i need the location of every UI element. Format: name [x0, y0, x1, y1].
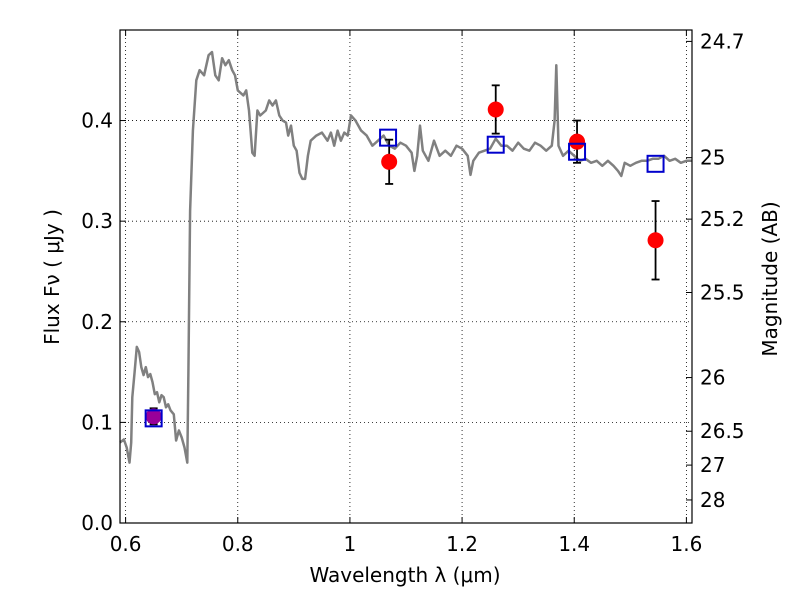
y-tick-label: 0.4 — [81, 109, 113, 133]
y-axis-label: Flux Fν ( μJy ) — [40, 209, 64, 345]
y-tick-label: 0.1 — [81, 410, 113, 434]
model-square — [144, 409, 163, 428]
right-tick-label: 26 — [700, 366, 725, 390]
x-tick-label: 1.2 — [446, 532, 478, 556]
model-square — [646, 154, 665, 173]
right-tick-label: 25.5 — [700, 280, 745, 304]
model-spectrum-line — [119, 50, 692, 464]
x-axis-label: Wavelength λ (μm) — [309, 563, 500, 587]
right-tick-label: 26.5 — [700, 419, 745, 443]
y-tick-label: 0.0 — [81, 511, 113, 535]
right-axis-label: Magnitude (AB) — [758, 201, 782, 356]
right-tick-label: 24.7 — [700, 29, 745, 53]
x-tick-label: 0.8 — [222, 532, 254, 556]
observed-point — [569, 133, 586, 150]
axis-ticks: 0.6 0.8 1 1.2 1.4 1.6 0.0 0.1 0.2 0.3 0.4 24.7 25 25.… — [81, 29, 744, 556]
x-tick-label: 1.6 — [670, 532, 702, 556]
observed-point — [647, 232, 664, 249]
observed-point — [381, 153, 398, 170]
right-tick-label: 25.2 — [700, 207, 745, 231]
x-tick-label: 0.6 — [110, 532, 142, 556]
observed-point — [145, 408, 162, 425]
observed-point — [487, 101, 504, 118]
y-tick-label: 0.2 — [81, 310, 113, 334]
model-square — [486, 135, 505, 154]
plot-frame — [119, 29, 693, 524]
model-square — [568, 142, 587, 161]
right-tick-label: 28 — [700, 488, 725, 512]
right-tick-label: 25 — [700, 146, 725, 170]
x-tick-label: 1.4 — [558, 532, 590, 556]
right-tick-label: 27 — [700, 453, 725, 477]
y-tick-label: 0.3 — [81, 209, 113, 233]
x-tick-label: 1 — [344, 532, 357, 556]
series-layer — [119, 50, 692, 464]
grid-lines — [120, 30, 692, 524]
model-square — [379, 128, 398, 147]
